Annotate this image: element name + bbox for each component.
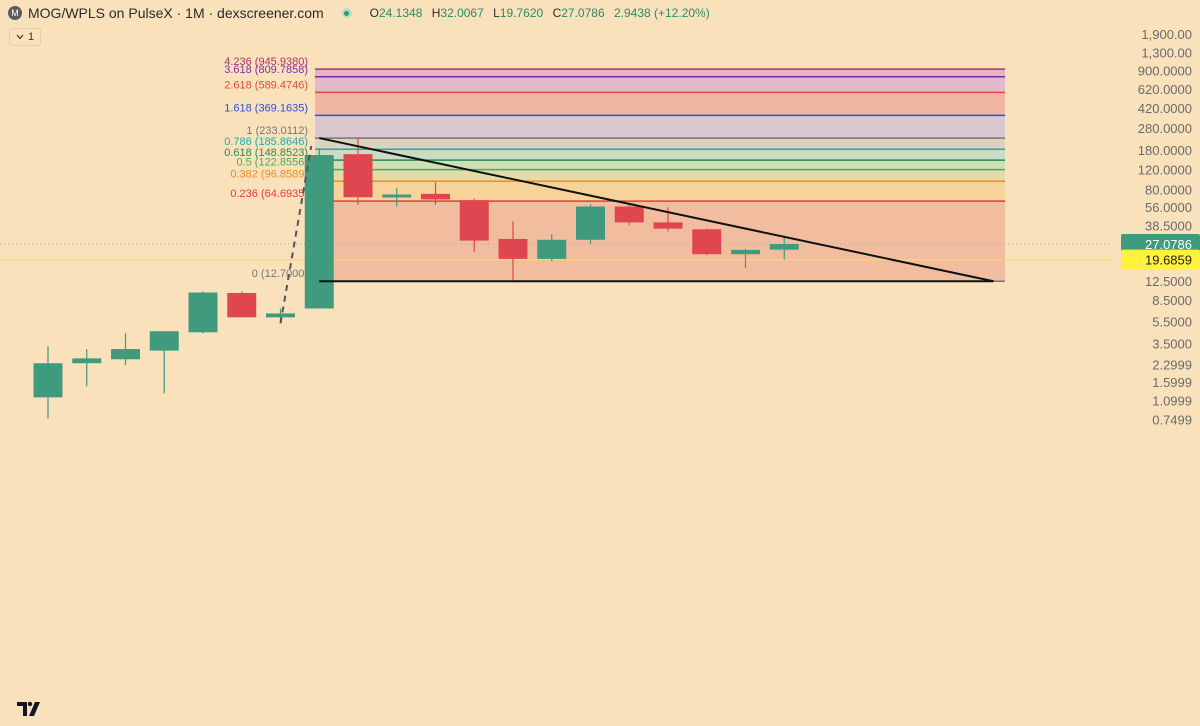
price-axis-tick: 280.0000 xyxy=(1138,121,1192,136)
dashed-fib-anchor-line[interactable] xyxy=(279,145,313,324)
candle-body xyxy=(72,358,102,364)
fib-level-label: 2.618 (589.4746) xyxy=(224,79,308,91)
price-axis-tick: 12.5000 xyxy=(1145,274,1192,289)
high-label: H xyxy=(431,6,441,20)
change-value: 2.9438 (+12.20%) xyxy=(613,6,710,20)
price-axis-tick: 5.5000 xyxy=(1152,314,1192,329)
fib-zone xyxy=(315,181,1005,202)
price-axis-tick: 620.0000 xyxy=(1138,82,1192,97)
candle-body xyxy=(266,313,295,318)
marked-price-badge: 19.6859 xyxy=(1145,253,1192,268)
fib-level-label: 0.618 (148.8523) xyxy=(224,147,308,159)
candle-body xyxy=(149,331,179,351)
low-label: L xyxy=(493,6,500,20)
candle-body xyxy=(692,229,722,255)
candle-body xyxy=(304,155,334,309)
symbol-logo-icon: M xyxy=(8,6,22,20)
candle-body xyxy=(188,292,218,333)
price-axis-tick: 8.5000 xyxy=(1152,293,1192,308)
fib-level-label: 1 (233.0112) xyxy=(246,125,308,137)
marked-price-badge-bg xyxy=(1121,249,1200,270)
chart-header: M MOG/WPLS on PulseX · 1M · dexscreener.… xyxy=(8,5,710,21)
price-axis-tick: 1.5999 xyxy=(1152,375,1192,390)
low-value: 19.7620 xyxy=(499,6,544,20)
fib-zone xyxy=(315,160,1005,170)
fib-zone xyxy=(315,149,1005,161)
candle-body xyxy=(537,239,567,259)
fib-level-label: 3.618 (809.7858) xyxy=(224,64,308,76)
price-axis-tick: 0.7499 xyxy=(1152,412,1192,427)
price-axis-tick: 1,900.00 xyxy=(1141,27,1192,42)
candle-body xyxy=(111,349,140,360)
candle-body xyxy=(769,243,799,250)
open-value: 24.1348 xyxy=(379,6,423,20)
fibonacci-zones xyxy=(315,69,1005,282)
price-axis-tick: 3.5000 xyxy=(1152,337,1192,352)
interval-selector[interactable]: 1 xyxy=(9,28,41,46)
price-axis-tick: 420.0000 xyxy=(1138,101,1192,116)
last-price-badge: 27.0786 xyxy=(1145,237,1192,252)
interval-value: 1 xyxy=(27,31,35,43)
close-value: 27.0786 xyxy=(561,6,605,20)
trendline-drawings[interactable] xyxy=(279,137,994,324)
candle-body xyxy=(33,363,63,398)
market-status-icon xyxy=(341,8,352,18)
candle-body xyxy=(421,193,450,200)
candle-body xyxy=(731,249,760,255)
fib-zone xyxy=(315,201,1005,282)
high-value: 32.0067 xyxy=(440,6,484,20)
fib-level-label: 0.786 (185.8646) xyxy=(224,136,308,148)
price-axis-tick: 900.0000 xyxy=(1138,64,1192,79)
fib-level-label: 1.618 (369.1635) xyxy=(224,102,308,114)
chevron-down-icon xyxy=(16,34,24,40)
candle-body xyxy=(343,154,373,198)
last-price-badge-bg xyxy=(1121,233,1200,254)
fib-zone xyxy=(315,76,1005,93)
price-axis-tick: 38.5000 xyxy=(1145,219,1192,234)
price-axis-tick: 80.0000 xyxy=(1145,183,1192,198)
fib-zone xyxy=(315,115,1005,139)
tradingview-logo-icon[interactable] xyxy=(16,699,42,719)
candlestick-series xyxy=(33,137,799,419)
price-axis-tick: 2.2999 xyxy=(1152,357,1192,372)
candle-body xyxy=(459,200,489,241)
fib-zone xyxy=(315,92,1005,116)
candle-body xyxy=(576,206,605,240)
price-axis-tick: 1.0999 xyxy=(1152,394,1192,409)
fib-level-label: 0 (12.7000) xyxy=(252,268,308,280)
candle-body xyxy=(382,194,412,198)
fib-zone xyxy=(315,69,1005,77)
fib-level-label: 0.236 (64.6935) xyxy=(230,188,308,200)
fib-zone xyxy=(315,169,1005,182)
price-axis-tick: 180.0000 xyxy=(1138,143,1192,158)
candle-body xyxy=(614,206,644,223)
chart-title[interactable]: MOG/WPLS on PulseX · 1M · dexscreener.co… xyxy=(28,5,324,21)
trendline[interactable] xyxy=(319,137,994,283)
fib-level-label: 0.5 (122.8556) xyxy=(236,157,308,169)
fib-zone xyxy=(315,138,1005,150)
candle-body xyxy=(498,238,528,259)
close-label: C xyxy=(552,6,562,20)
fibonacci-labels: 4.236 (945.9380)3.618 (809.7858) 2.618 (5… xyxy=(224,56,308,280)
price-axis-tick: 120.0000 xyxy=(1138,163,1192,178)
candle-body xyxy=(653,222,683,229)
candle-body xyxy=(227,293,257,318)
ohlc-readout: O24.1348 H32.0067 L19.7620 C27.0786 2.94… xyxy=(370,6,710,20)
price-guide-lines xyxy=(0,243,1110,261)
open-label: O xyxy=(369,6,379,20)
fib-level-label: 4.236 (945.9380) xyxy=(224,56,308,68)
fib-level-label: 0.382 (96.8589) xyxy=(230,168,308,180)
price-axis-tick: 56.0000 xyxy=(1145,200,1192,215)
price-axis[interactable]: 1,900.00 1,300.00 900.0000 620.0000 420.0000… xyxy=(1138,27,1192,428)
price-axis-tick: 1,300.00 xyxy=(1141,45,1192,60)
